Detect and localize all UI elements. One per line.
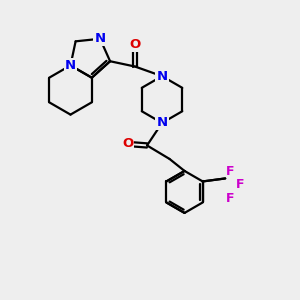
Text: F: F xyxy=(236,178,244,191)
Text: N: N xyxy=(157,116,168,129)
Text: N: N xyxy=(157,70,168,83)
Text: N: N xyxy=(94,32,106,45)
Text: N: N xyxy=(65,59,76,72)
Text: O: O xyxy=(129,38,141,50)
Text: F: F xyxy=(226,165,234,178)
Text: O: O xyxy=(122,137,133,150)
Text: F: F xyxy=(226,192,234,205)
